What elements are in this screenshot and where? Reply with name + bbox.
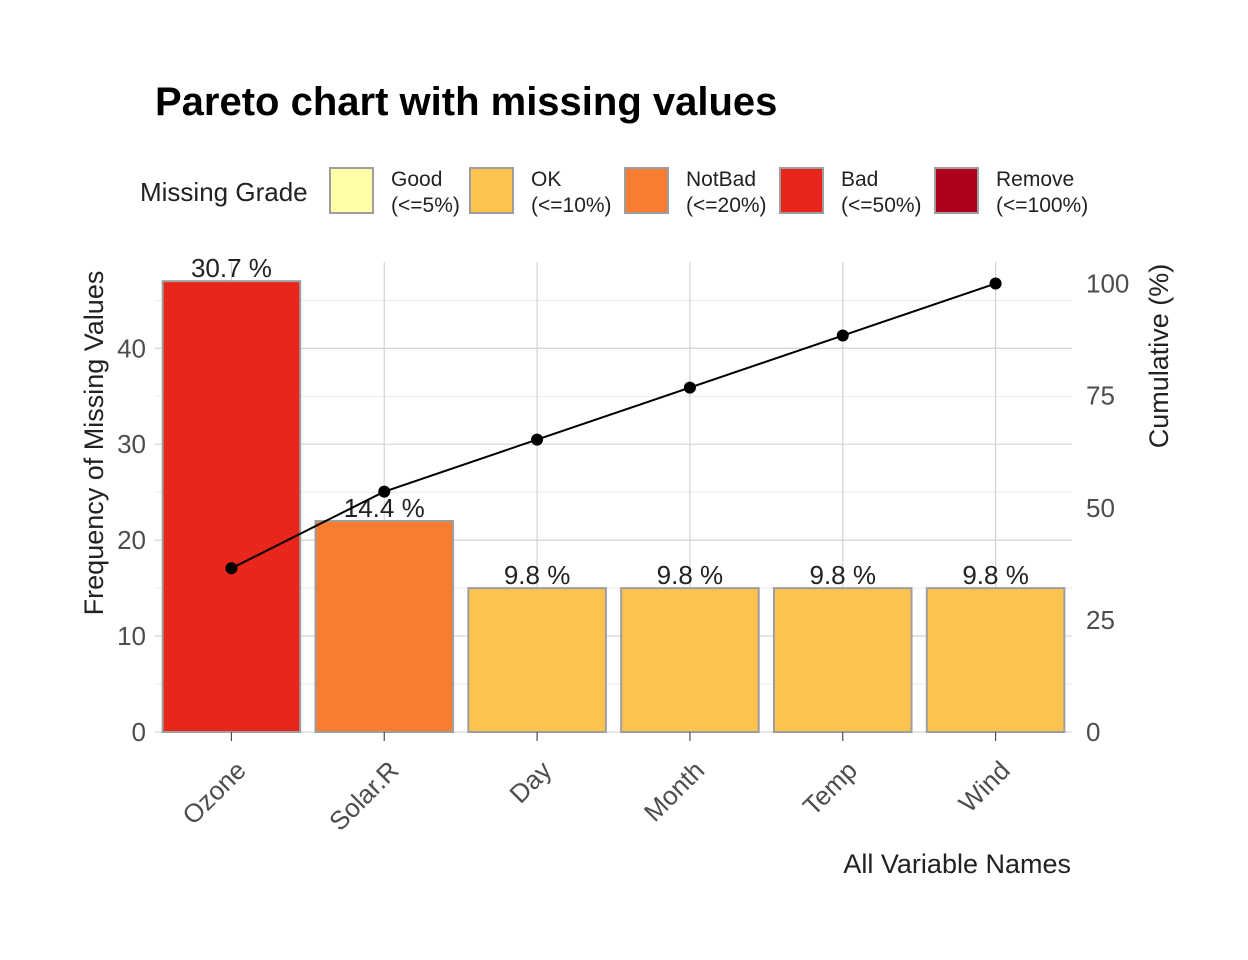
legend-label-notbad: NotBad (686, 168, 756, 191)
y-tick-label: 30 (117, 429, 146, 459)
cumulative-line (230, 282, 996, 570)
legend-key-good (329, 167, 374, 214)
legend-key-remove (934, 167, 979, 214)
cumulative-point (378, 485, 391, 498)
bar-label: 9.8 % (504, 560, 571, 590)
cumulative-point (225, 562, 238, 575)
legend-label-bad: Bad (841, 168, 878, 191)
bar-label: 30.7 % (191, 253, 272, 283)
legend-range-remove: (<=100%) (996, 194, 1088, 217)
bar-temp (772, 587, 913, 733)
bars (161, 280, 1066, 734)
legend-range-bad: (<=50%) (841, 194, 922, 217)
y-axis-title: Frequency of Missing Values (79, 271, 109, 616)
y2-tick-label: 0 (1086, 717, 1100, 747)
y2-tick-label: 100 (1086, 269, 1129, 299)
legend-key-bad (779, 167, 824, 214)
bar-label: 9.8 % (657, 560, 724, 590)
legend-range-notbad: (<=20%) (686, 194, 767, 217)
y-tick-label: 10 (117, 621, 146, 651)
x-tick-label: Month (638, 755, 710, 827)
legend-range-ok: (<=10%) (531, 194, 612, 217)
y2-axis-title: Cumulative (%) (1144, 264, 1174, 449)
chart-title: Pareto chart with missing values (155, 80, 777, 124)
bar-label: 14.4 % (344, 493, 425, 523)
legend-key-ok (469, 167, 514, 214)
legend-label-remove: Remove (996, 168, 1074, 191)
x-tick-label: Solar.R (323, 755, 405, 837)
x-axis-ticks: Ozone Solar.R Day Month Temp Wind (176, 732, 1016, 837)
cumulative-series (225, 277, 1002, 575)
bar-label: 9.8 % (810, 560, 877, 590)
y2-tick-label: 25 (1086, 605, 1115, 635)
bar-label: 9.8 % (962, 560, 1029, 590)
cumulative-point (531, 433, 544, 446)
x-tick-label: Ozone (176, 755, 251, 830)
y-tick-label: 20 (117, 525, 146, 555)
bar-wind (925, 587, 1066, 733)
x-axis-title: All Variable Names (843, 849, 1071, 879)
bar-labels: 30.7 % 14.4 % 9.8 % 9.8 % 9.8 % 9.8 % (191, 253, 1029, 590)
y-tick-label: 0 (132, 717, 146, 747)
bar-month (620, 587, 760, 733)
bar-day (467, 587, 607, 733)
x-tick-label: Wind (953, 755, 1016, 818)
legend-range-good: (<=5%) (391, 194, 460, 217)
legend-label-ok: OK (531, 168, 561, 191)
x-tick-label: Temp (797, 755, 863, 821)
bar-solar-r (314, 519, 455, 734)
bar-ozone (161, 280, 302, 733)
legend-key-notbad (624, 167, 669, 214)
legend-title: Missing Grade (140, 177, 308, 207)
y2-tick-label: 50 (1086, 493, 1115, 523)
y-axis-ticks: 0 10 20 30 40 (117, 333, 146, 747)
legend: Missing Grade Good (<=5%) OK (<=10%) NotBad (… (140, 167, 1088, 217)
y2-tick-label: 75 (1086, 381, 1115, 411)
y2-axis-ticks: 0 25 50 75 100 (1086, 269, 1129, 747)
cumulative-point (836, 329, 849, 342)
cumulative-point (683, 381, 696, 394)
y-tick-label: 40 (117, 333, 146, 363)
cumulative-point (989, 277, 1002, 290)
legend-label-good: Good (391, 168, 442, 191)
x-tick-label: Day (503, 755, 557, 809)
